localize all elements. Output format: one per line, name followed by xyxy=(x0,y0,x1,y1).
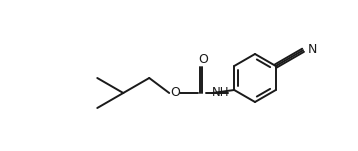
Text: O: O xyxy=(198,53,208,66)
Text: O: O xyxy=(170,87,180,100)
Text: N: N xyxy=(308,43,318,56)
Text: NH: NH xyxy=(212,87,229,100)
